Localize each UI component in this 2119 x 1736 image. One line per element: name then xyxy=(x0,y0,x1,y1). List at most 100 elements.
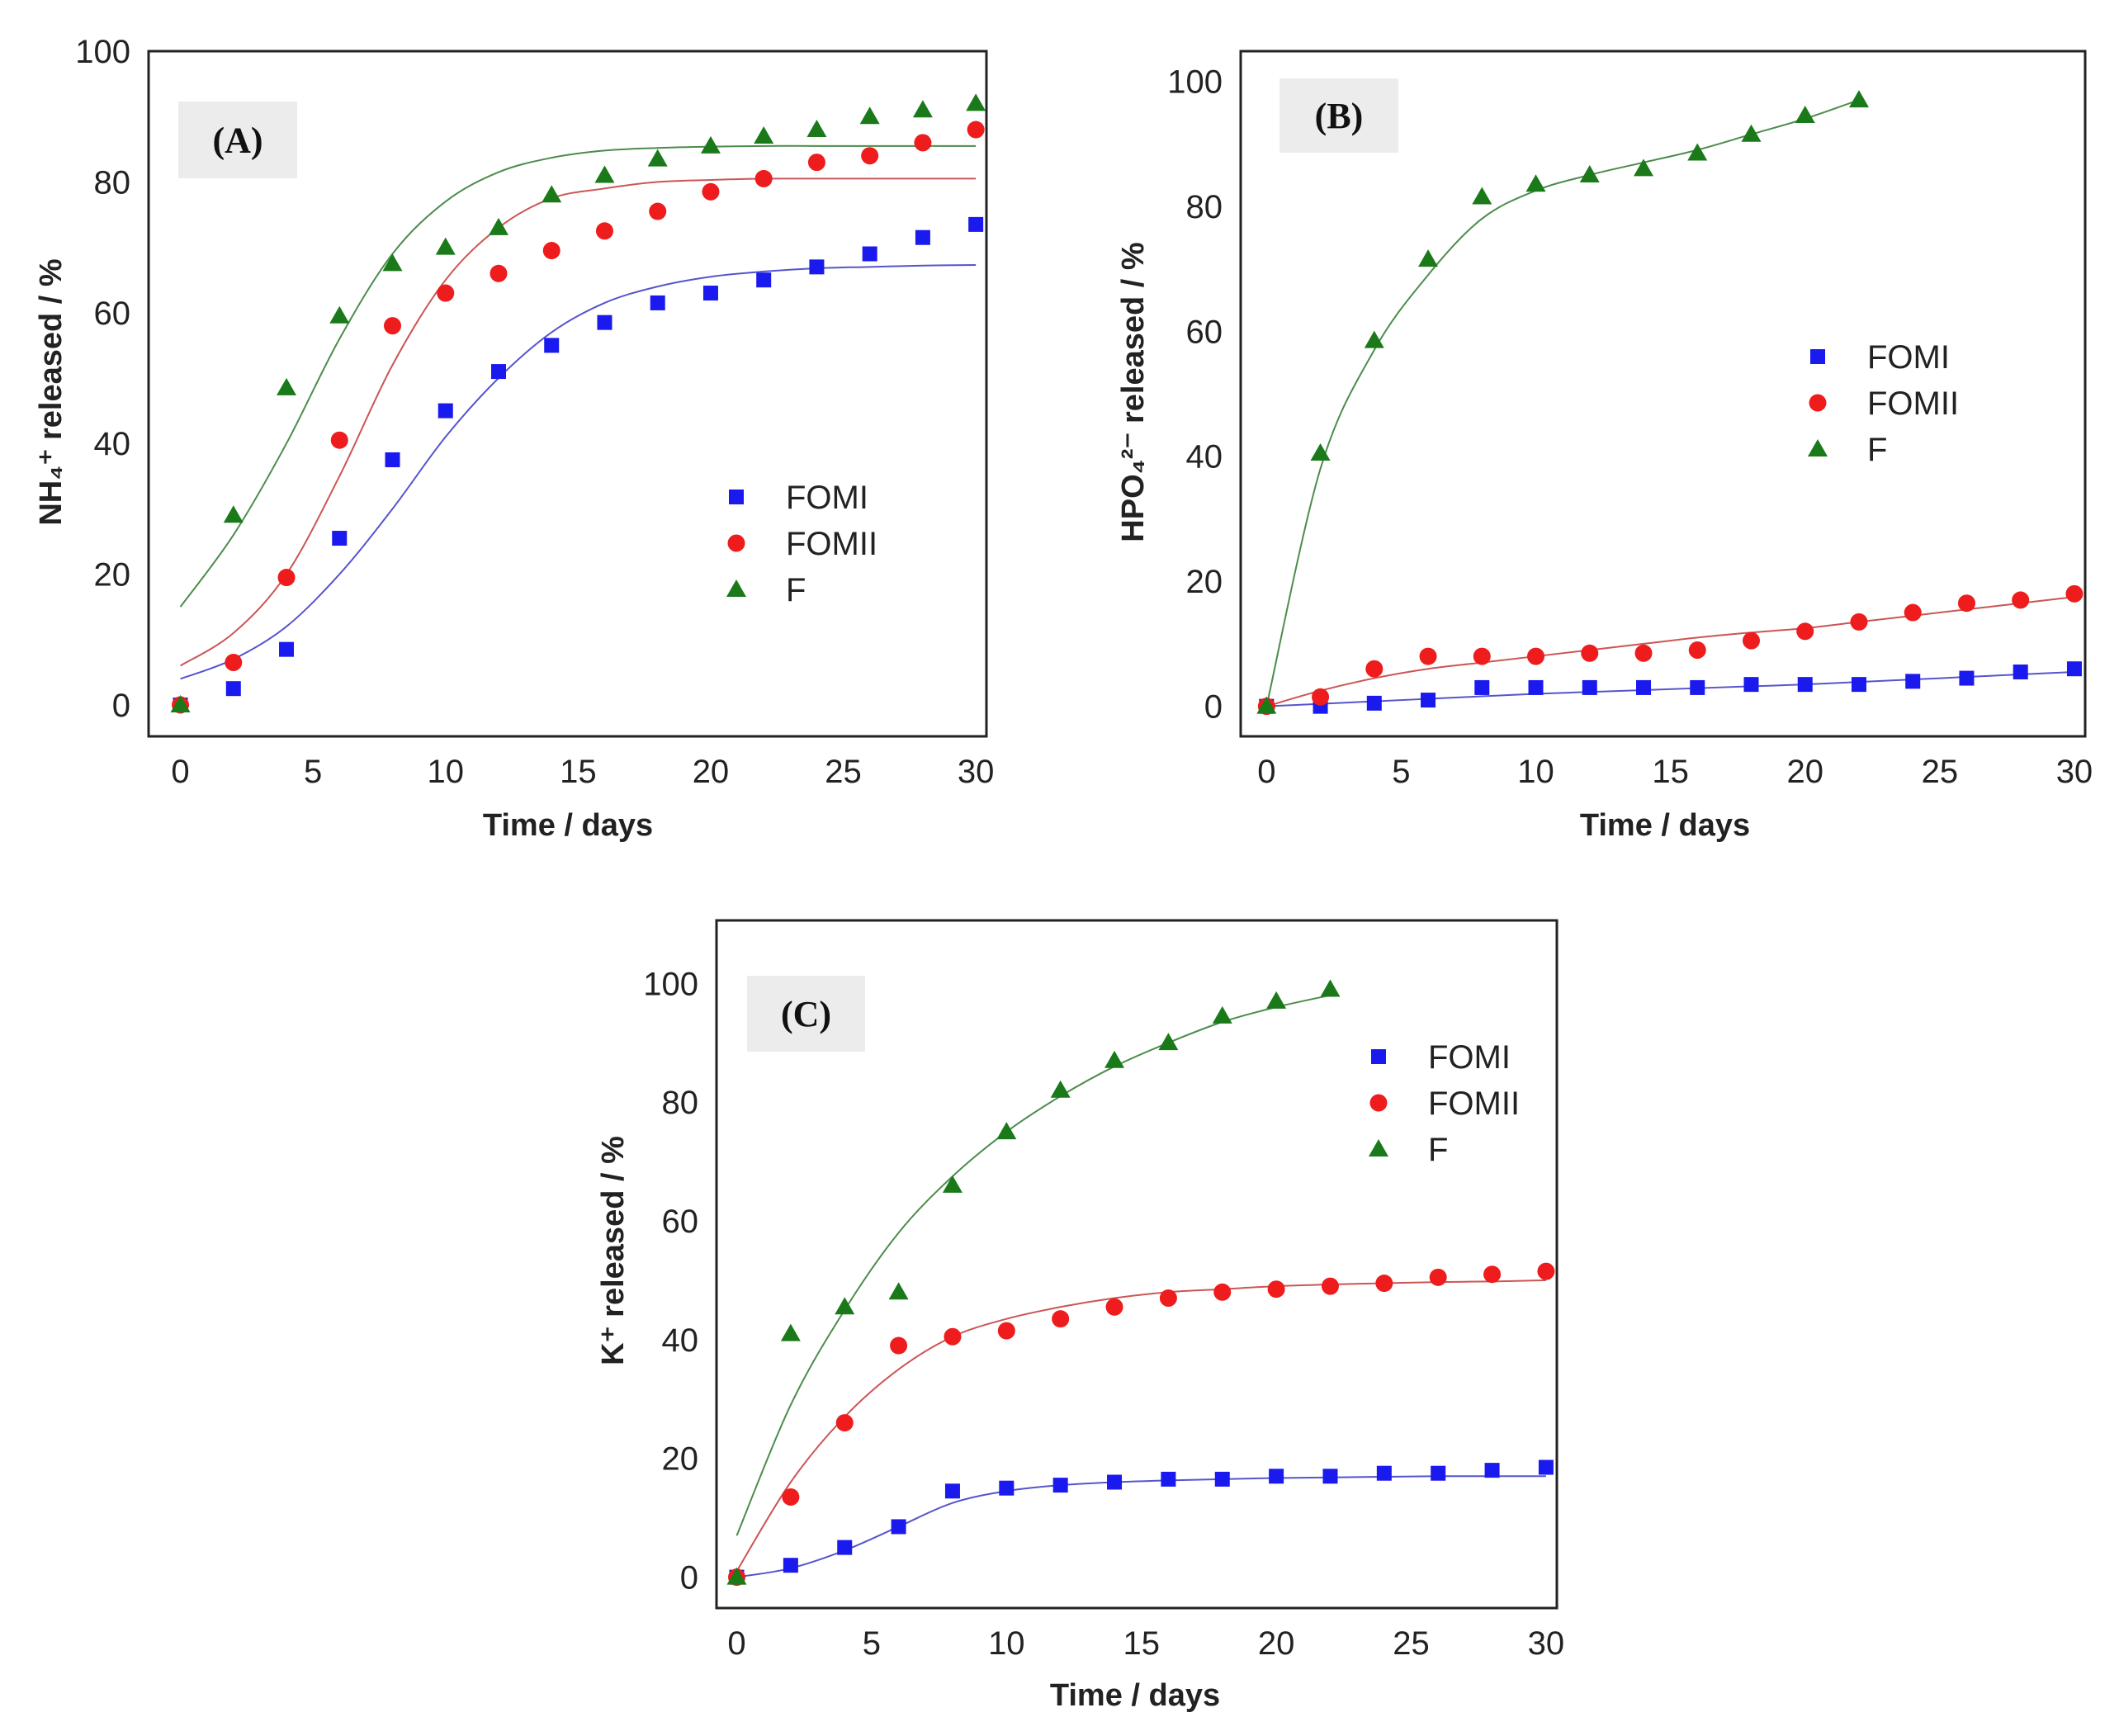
panel-label: (C) xyxy=(781,994,831,1034)
data-point-fomii xyxy=(1581,644,1599,662)
data-point-fomii xyxy=(1312,688,1330,706)
x-tick-label: 30 xyxy=(958,754,995,790)
data-point-fomi xyxy=(385,452,400,467)
y-tick-label: 80 xyxy=(662,1085,699,1121)
panel-label-box xyxy=(1279,78,1398,153)
data-point-fomi xyxy=(1690,679,1705,695)
data-point-fomi xyxy=(702,286,718,301)
legend-label-fomii: FOMII xyxy=(1428,1086,1520,1122)
data-point-fomii xyxy=(1052,1310,1070,1328)
data-point-fomi xyxy=(1797,677,1813,693)
data-point-fomi xyxy=(1269,1469,1284,1484)
data-point-fomi xyxy=(1538,1459,1554,1475)
panel-label: (B) xyxy=(1315,96,1364,136)
data-point-f xyxy=(647,149,668,167)
data-point-fomii xyxy=(702,182,720,201)
data-point-f xyxy=(700,135,721,154)
data-point-f xyxy=(488,217,508,235)
data-point-fomii xyxy=(782,1488,800,1506)
data-point-fomi xyxy=(544,338,560,353)
x-tick-label: 0 xyxy=(1257,754,1275,790)
data-point-fomii xyxy=(1267,1280,1285,1298)
legend-label-fomii: FOMII xyxy=(786,526,877,562)
y-tick-label: 0 xyxy=(680,1560,698,1596)
data-point-f xyxy=(1158,1033,1179,1051)
data-point-fomii xyxy=(2012,591,2030,609)
data-point-fomii xyxy=(2065,584,2084,603)
data-point-f xyxy=(1741,124,1762,142)
data-point-fomii xyxy=(437,284,455,302)
data-point-fomi xyxy=(837,1540,853,1555)
data-point-fomi xyxy=(999,1480,1015,1496)
data-point-fomii xyxy=(277,569,296,587)
y-tick-label: 40 xyxy=(1186,439,1223,475)
data-point-fomii xyxy=(1850,613,1868,631)
data-point-f xyxy=(912,100,933,118)
data-point-f xyxy=(726,1567,747,1585)
data-point-f xyxy=(223,505,244,523)
x-tick-label: 30 xyxy=(2056,754,2093,790)
data-point-fomi xyxy=(1322,1469,1338,1484)
y-tick-label: 40 xyxy=(94,426,131,462)
y-tick-label: 60 xyxy=(94,296,131,332)
data-point-fomi xyxy=(891,1519,906,1535)
data-point-fomii xyxy=(807,154,825,172)
data-point-fomii xyxy=(1375,1275,1393,1293)
data-point-fomii xyxy=(1957,594,1975,613)
data-point-fomii xyxy=(1321,1277,1339,1295)
legend-marker-f xyxy=(1369,1139,1388,1157)
data-point-f xyxy=(888,1282,909,1300)
legend-label-f: F xyxy=(786,572,806,608)
data-point-f xyxy=(835,1297,855,1315)
y-axis-label: K⁺ released / % xyxy=(596,1136,631,1365)
y-tick-label: 20 xyxy=(1186,564,1223,600)
fit-curve-f xyxy=(179,144,977,608)
data-point-fomi xyxy=(1421,693,1436,708)
data-point-f xyxy=(1050,1080,1071,1098)
data-point-fomi xyxy=(225,681,241,697)
data-point-fomi xyxy=(332,531,348,546)
data-point-fomii xyxy=(1634,644,1653,662)
chart-panel-a: (A) 0 5 10 15 20 25 30 0 20 40 60 80 100 Time / days NH… xyxy=(34,34,994,843)
fit-curve-fomii xyxy=(1266,596,2075,707)
data-point-f xyxy=(1320,979,1341,997)
plot-frame xyxy=(1239,50,2087,738)
y-tick-label: 20 xyxy=(662,1441,699,1478)
data-point-fomi xyxy=(1743,677,1759,693)
data-point-fomii xyxy=(1688,641,1706,659)
data-point-fomi xyxy=(1905,674,1921,689)
y-tick-label: 100 xyxy=(75,34,130,70)
y-tick-label: 0 xyxy=(112,688,130,724)
legend-label-fomi: FOMI xyxy=(786,480,868,516)
data-point-f xyxy=(754,125,774,144)
data-point-fomii xyxy=(330,431,348,449)
data-point-fomi xyxy=(438,403,453,419)
data-point-fomi xyxy=(1474,679,1490,695)
data-point-fomi xyxy=(1107,1474,1123,1490)
x-tick-label: 10 xyxy=(427,754,464,790)
panel-label: (A) xyxy=(212,121,263,161)
x-tick-label: 25 xyxy=(1393,1625,1430,1662)
data-point-f xyxy=(382,253,403,272)
legend-marker-fomi xyxy=(1810,349,1825,364)
y-tick-label: 80 xyxy=(1186,189,1223,225)
data-point-f xyxy=(594,165,615,183)
data-point-fomi xyxy=(1052,1478,1068,1493)
fit-curve-fomi xyxy=(736,1475,1546,1578)
data-point-f xyxy=(1472,187,1492,205)
data-point-fomii xyxy=(384,317,402,335)
data-point-f xyxy=(1634,158,1654,177)
data-point-fomi xyxy=(1959,670,1975,686)
x-tick-label: 20 xyxy=(693,754,730,790)
legend-label-fomii: FOMII xyxy=(1867,386,1959,422)
legend-marker-fomii xyxy=(1369,1094,1388,1112)
y-tick-label: 80 xyxy=(94,164,131,201)
data-point-f xyxy=(542,185,562,203)
legend-marker-fomi xyxy=(729,490,744,504)
data-point-fomii xyxy=(914,134,932,152)
fit-curve-fomi xyxy=(1266,670,2074,707)
data-point-f xyxy=(966,93,986,111)
legend-label-fomi: FOMI xyxy=(1428,1039,1511,1076)
data-point-fomi xyxy=(756,272,772,288)
y-tick-label: 40 xyxy=(662,1322,699,1359)
